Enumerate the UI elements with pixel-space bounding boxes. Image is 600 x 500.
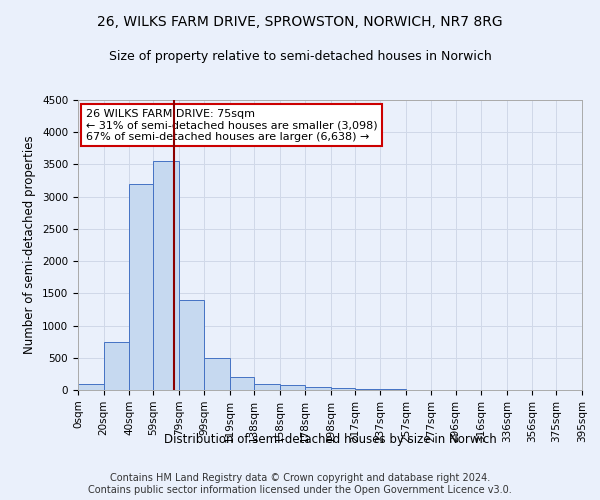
Text: 26, WILKS FARM DRIVE, SPROWSTON, NORWICH, NR7 8RG: 26, WILKS FARM DRIVE, SPROWSTON, NORWICH… <box>97 15 503 29</box>
Bar <box>78 384 104 390</box>
Bar <box>254 384 280 390</box>
Text: Distribution of semi-detached houses by size in Norwich: Distribution of semi-detached houses by … <box>164 432 496 446</box>
Text: Size of property relative to semi-detached houses in Norwich: Size of property relative to semi-detach… <box>109 50 491 63</box>
Bar <box>153 161 179 390</box>
Text: Contains HM Land Registry data © Crown copyright and database right 2024.
Contai: Contains HM Land Registry data © Crown c… <box>88 474 512 495</box>
Bar <box>104 342 129 390</box>
Bar <box>129 184 153 390</box>
Bar <box>305 387 331 390</box>
Bar <box>230 377 254 390</box>
Text: 26 WILKS FARM DRIVE: 75sqm
← 31% of semi-detached houses are smaller (3,098)
67%: 26 WILKS FARM DRIVE: 75sqm ← 31% of semi… <box>86 108 377 142</box>
Bar <box>179 300 205 390</box>
Bar <box>205 358 230 390</box>
Bar <box>280 385 305 390</box>
Y-axis label: Number of semi-detached properties: Number of semi-detached properties <box>23 136 37 354</box>
Bar <box>355 389 380 390</box>
Bar <box>380 389 406 390</box>
Bar <box>331 388 355 390</box>
